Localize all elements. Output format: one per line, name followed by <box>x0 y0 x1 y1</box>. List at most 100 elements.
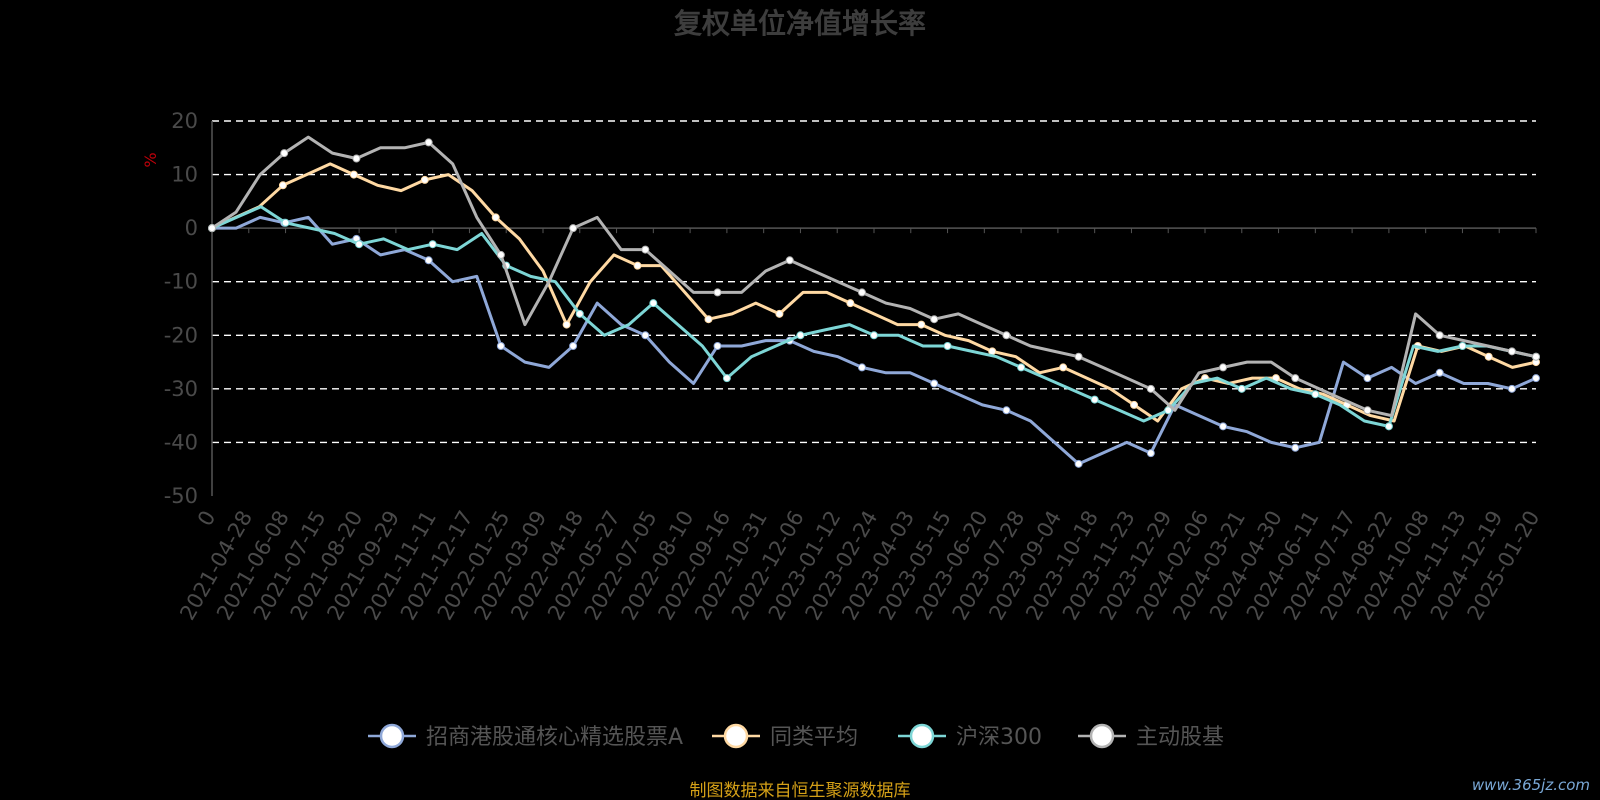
data-point <box>704 315 713 324</box>
legend[interactable]: 招商港股通核心精选股票A 同类平均 沪深300 主动股基 <box>368 723 1224 750</box>
data-point <box>491 213 500 222</box>
y-tick-label: -20 <box>164 323 198 347</box>
series-line-2 <box>211 205 1537 428</box>
data-point <box>930 379 939 388</box>
data-point <box>569 342 578 350</box>
data-point <box>649 299 658 308</box>
legend-marker <box>723 723 749 749</box>
data-point <box>796 331 805 340</box>
data-point <box>1146 384 1155 393</box>
chart-title: 复权单位净值增长率 <box>674 7 926 40</box>
y-tick-label: 0 <box>185 216 198 240</box>
legend-item-0[interactable]: 招商港股通核心精选股票A <box>368 723 683 750</box>
data-point <box>1291 374 1300 383</box>
data-point <box>562 320 571 329</box>
data-point <box>1435 368 1444 377</box>
data-point <box>1507 347 1516 356</box>
data-point <box>1291 443 1300 452</box>
x-tick-label: 0 <box>193 507 220 531</box>
y-tick-label: -50 <box>164 484 198 508</box>
data-point <box>1074 352 1083 361</box>
legend-item-2[interactable]: 沪深300 <box>898 723 1042 750</box>
data-point <box>1146 449 1155 458</box>
data-point <box>1074 459 1083 468</box>
data-point <box>1363 374 1372 383</box>
data-point <box>1458 342 1467 350</box>
y-tick-label: -40 <box>164 430 198 454</box>
data-point <box>496 250 505 259</box>
data-point <box>349 170 358 179</box>
y-tick-labels: 20 10 0 -10 -20 -30 -40 -50 <box>164 109 198 508</box>
data-point <box>846 299 855 308</box>
data-point <box>713 342 722 350</box>
data-point <box>1435 331 1444 340</box>
series-line-0 <box>212 215 1537 466</box>
data-point <box>930 315 939 324</box>
legend-item-1[interactable]: 同类平均 <box>712 723 858 750</box>
data-point <box>722 374 731 383</box>
data-point <box>943 342 952 350</box>
data-point <box>713 288 722 297</box>
axes <box>211 121 1537 496</box>
data-point <box>424 138 433 147</box>
data-point <box>775 309 784 318</box>
data-point <box>1237 384 1246 393</box>
data-point <box>1363 406 1372 415</box>
watermark: www.365jz.com <box>1472 776 1590 794</box>
data-point <box>1384 422 1393 431</box>
data-point <box>496 342 505 350</box>
y-tick-label: -10 <box>164 270 198 294</box>
data-point <box>1017 363 1026 372</box>
data-point <box>352 154 361 163</box>
data-point <box>1090 395 1099 404</box>
data-point <box>569 224 578 233</box>
data-point <box>785 256 794 265</box>
data-point <box>1164 406 1173 415</box>
data-point <box>857 363 866 372</box>
data-point <box>1532 374 1540 383</box>
source-note: 制图数据来自恒生聚源数据库 <box>690 781 911 800</box>
y-axis-unit: % <box>141 152 160 167</box>
data-point <box>1532 352 1540 361</box>
legend-label: 招商港股通核心精选股票A <box>426 725 683 750</box>
data-point <box>633 261 642 270</box>
data-point <box>281 218 290 227</box>
y-tick-label: 10 <box>171 163 198 187</box>
data-point <box>355 240 364 249</box>
data-point <box>1002 406 1011 415</box>
legend-label: 沪深300 <box>956 725 1042 750</box>
data-point <box>857 288 866 297</box>
grid-lines <box>212 120 1536 444</box>
legend-marker <box>909 723 935 749</box>
data-point <box>1219 363 1228 372</box>
data-point <box>208 224 216 233</box>
data-point <box>870 331 878 340</box>
data-point <box>1002 331 1011 340</box>
data-point <box>575 309 584 318</box>
data-point <box>641 245 650 254</box>
series-line-3 <box>211 135 1537 418</box>
data-point <box>641 331 650 340</box>
data-point <box>917 320 926 329</box>
data-point <box>1059 363 1068 372</box>
data-point <box>1507 384 1516 393</box>
data-point <box>1219 422 1228 431</box>
data-point <box>1311 390 1320 399</box>
y-tick-label: -30 <box>164 377 198 401</box>
data-point <box>424 256 433 265</box>
y-tick-label: 20 <box>171 109 198 133</box>
legend-label: 主动股基 <box>1136 725 1224 750</box>
legend-marker <box>1089 723 1115 749</box>
legend-item-3[interactable]: 主动股基 <box>1078 723 1224 750</box>
x-tick-labels: 02021-04-282021-06-082021-07-152021-08-2… <box>175 506 1544 624</box>
data-point <box>280 149 289 158</box>
series-lines <box>208 135 1540 468</box>
data-point <box>1130 400 1139 409</box>
legend-label: 同类平均 <box>770 725 858 750</box>
legend-marker <box>379 723 405 749</box>
data-point <box>428 240 437 249</box>
data-point <box>1484 352 1493 361</box>
data-point <box>420 175 429 184</box>
data-point <box>278 181 287 190</box>
